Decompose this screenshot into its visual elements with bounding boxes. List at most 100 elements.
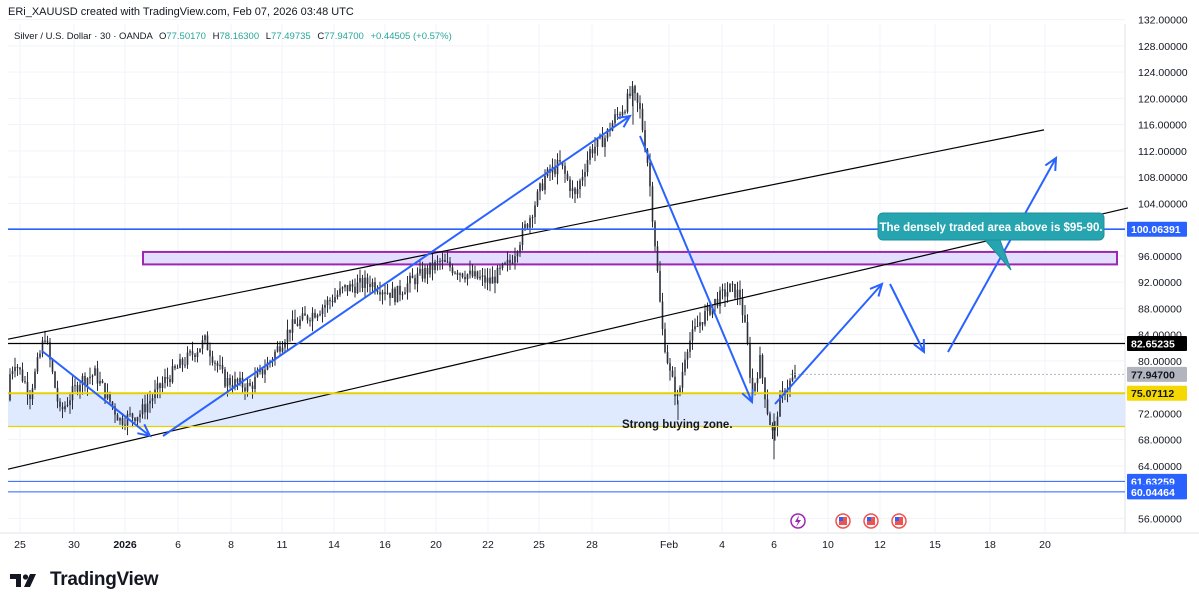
price-82-label: 82.65235 [1131, 338, 1175, 350]
arrow-up-main [162, 115, 631, 437]
x-tick-label: 8 [228, 539, 234, 551]
candle-body [109, 392, 111, 402]
candle-body [574, 188, 576, 195]
candle-body [656, 246, 659, 271]
price-current-badge [1127, 366, 1187, 382]
candle-body [726, 291, 729, 297]
candle-body [121, 418, 124, 425]
candle-body [511, 262, 514, 264]
projection-arrows [41, 114, 1058, 438]
candle-body [14, 366, 16, 372]
candle-body [436, 261, 439, 263]
candle-body [84, 376, 86, 386]
y-tick-label: 132.00000 [1138, 15, 1188, 27]
candle-body [281, 347, 284, 352]
candle-body [246, 382, 249, 392]
candle-body [514, 256, 516, 263]
candle-body [26, 381, 29, 395]
legend-low: 77.49735 [271, 31, 311, 42]
candle-body [541, 183, 544, 190]
arrow-down-1 [41, 350, 151, 437]
legend-symbol: Silver / U.S. Dollar · 30 · OANDA [14, 31, 153, 42]
candle-body [739, 289, 741, 298]
candle-body [186, 352, 189, 365]
y-tick-label: 68.00000 [1138, 435, 1182, 447]
candle-body [86, 378, 89, 386]
candle-body [219, 365, 221, 367]
candle-body [636, 93, 639, 103]
candle-body [416, 273, 419, 285]
candle-body [689, 340, 691, 352]
candle-body [161, 383, 164, 388]
candle-body [224, 369, 226, 387]
candle-body [721, 289, 724, 291]
candle-body [464, 276, 466, 280]
candle-body [759, 355, 761, 379]
candle-body [301, 313, 304, 320]
candle-body [339, 288, 341, 295]
candle-body [724, 289, 726, 297]
candle-body [581, 176, 584, 181]
candle-body [216, 363, 219, 366]
price-axis[interactable]: 132.00000 128.00000 124.00000 120.00000 116.… [1127, 15, 1188, 526]
candle-body [691, 329, 694, 341]
y-tick-label: 64.00000 [1138, 461, 1182, 473]
candle-body [734, 284, 736, 298]
candle-body [474, 271, 476, 277]
candle-body [349, 284, 351, 292]
candle-body [719, 290, 721, 307]
candle-body [621, 111, 624, 116]
candle-body [751, 377, 754, 391]
tradingview-wordmark: TradingView [50, 569, 159, 590]
y-tick-label: 80.00000 [1138, 356, 1182, 368]
us-flag-canton [839, 517, 843, 521]
candle-body [754, 383, 756, 391]
candle-body [366, 277, 369, 285]
candle-body [49, 342, 51, 360]
x-tick-label: 15 [929, 539, 941, 551]
candle-body [681, 371, 684, 388]
x-tick-label: 30 [68, 539, 80, 551]
candle-body [39, 353, 41, 358]
candle-body [94, 368, 96, 376]
candle-body [641, 108, 644, 131]
candle-body [584, 171, 586, 177]
candle-body [304, 313, 306, 316]
candle-body [479, 276, 481, 279]
candle-body [571, 188, 574, 192]
arrow-down-projection-head [913, 338, 926, 355]
candle-body [361, 278, 364, 289]
candle-body [659, 270, 661, 302]
candle-body [714, 298, 716, 305]
candle-body [564, 165, 566, 174]
candle-body [534, 205, 536, 218]
candle-body [664, 329, 666, 353]
candle-body [171, 366, 174, 383]
candle-body [51, 359, 54, 372]
candle-body [704, 311, 706, 325]
candle-body [311, 312, 314, 322]
candle-body [46, 340, 49, 343]
candle-body [644, 130, 646, 151]
candle-body [794, 372, 796, 378]
candle-body [539, 183, 541, 192]
x-tick-label: 20 [430, 539, 442, 551]
candle-body [776, 416, 779, 427]
time-axis[interactable]: 25 30 2026 6 8 11 14 16 20 22 25 28 Feb 4 6 10 12 15 18 20 [14, 539, 1051, 551]
candle-body [141, 404, 144, 415]
candle-body [566, 173, 569, 180]
candle-body [231, 385, 234, 388]
candle-body [124, 424, 126, 426]
grid [8, 19, 1125, 533]
candle-body [394, 288, 396, 303]
candle-body [461, 273, 464, 277]
candle-body [166, 376, 169, 379]
candle-body [504, 263, 506, 265]
candle-body [694, 326, 696, 330]
candle-body [639, 102, 641, 109]
price-100-badge [1127, 221, 1187, 237]
price-82-badge [1127, 335, 1187, 351]
candle-body [491, 276, 494, 284]
candle-body [499, 267, 501, 269]
